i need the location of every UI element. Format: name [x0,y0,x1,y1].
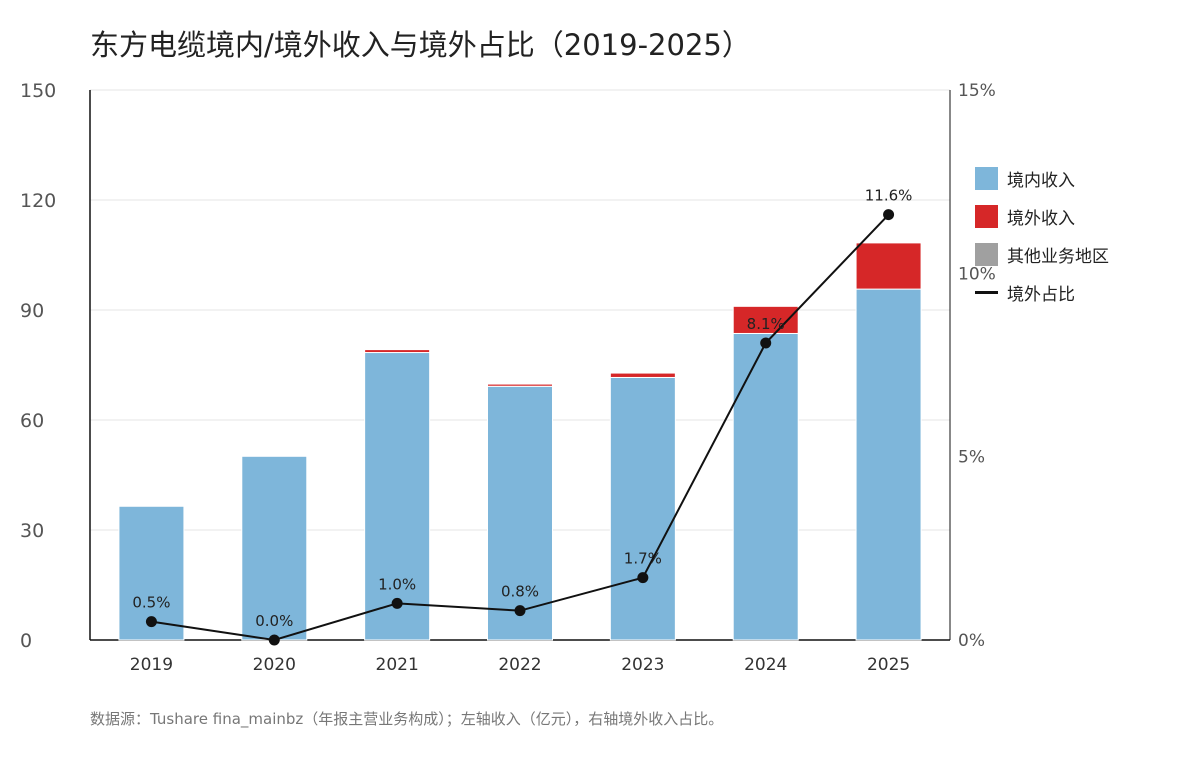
legend-label-other: 其他业务地区 [1007,246,1109,267]
share-data-label: 0.5% [132,594,170,612]
y-left-tick-label: 0 [20,630,32,652]
legend-line-overseas-share [975,290,998,294]
legend-item-overseas: 境外收入 [975,204,1109,229]
bar-overseas [487,383,553,387]
share-point [145,616,157,628]
legend-swatch-domestic [975,166,998,190]
legend-label-overseas: 境外收入 [1007,208,1075,229]
chart-title: 东方电缆境内/境外收入与境外占比（2019-2025） [90,28,751,62]
chart: 0 30 60 90 120 150 0% 5% 10% 15% 2019 2020 2021 2022 2… [20,80,996,675]
bar-domestic [732,332,799,641]
y-right-tick-label: 5% [958,448,985,468]
x-tick-label: 2024 [744,655,787,675]
x-tick-label: 2019 [130,655,173,675]
footnote: 数据源：Tushare fina_mainbz（年报主营业务构成）；左轴收入（亿… [90,710,724,728]
bar-domestic [241,455,308,641]
bar-domestic [364,352,431,641]
share-data-label: 8.1% [747,315,785,333]
y-right-tick-label: 0% [958,631,985,651]
legend-swatch-other [975,242,998,266]
share-point [760,337,772,349]
share-data-label: 11.6% [865,187,913,205]
bar-overseas [364,349,431,354]
legend-item-other: 其他业务地区 [975,242,1109,267]
share-data-label: 0.0% [255,612,293,630]
share-point [637,572,649,584]
bar-domestic [855,288,922,641]
share-point [883,209,895,221]
legend-swatch-overseas [975,204,998,228]
bar-overseas [609,372,676,378]
x-tick-label: 2023 [621,655,664,675]
bar-overseas [118,504,185,507]
y-left-tick-label: 30 [20,520,44,542]
y-left-tick-label: 120 [20,190,56,212]
x-tick-label: 2020 [253,655,296,675]
y-left-tick-label: 60 [20,410,44,432]
x-tick-label: 2021 [376,655,419,675]
bar-domestic [487,385,553,641]
share-data-label: 1.0% [378,575,416,593]
y-right-tick-label: 15% [958,81,996,101]
legend: 境内收入 境外收入 其他业务地区 境外占比 [975,166,1109,318]
legend-label-overseas-share: 境外占比 [1007,284,1075,305]
legend-item-domestic: 境内收入 [975,166,1109,191]
bar-domestic [609,376,676,641]
y-left-tick-label: 90 [20,300,44,322]
x-tick-label: 2025 [867,655,910,675]
share-point [391,597,403,609]
legend-item-overseas-share: 境外占比 [975,280,1109,305]
legend-label-domestic: 境内收入 [1007,170,1075,191]
share-point [514,605,526,617]
share-point [268,634,280,646]
y-right-tick-label: 10% [958,264,996,284]
share-data-label: 1.7% [624,550,662,568]
share-data-label: 0.8% [501,583,539,601]
y-left-tick-label: 150 [20,80,56,102]
bar-overseas [855,242,922,290]
x-tick-label: 2022 [498,655,541,675]
